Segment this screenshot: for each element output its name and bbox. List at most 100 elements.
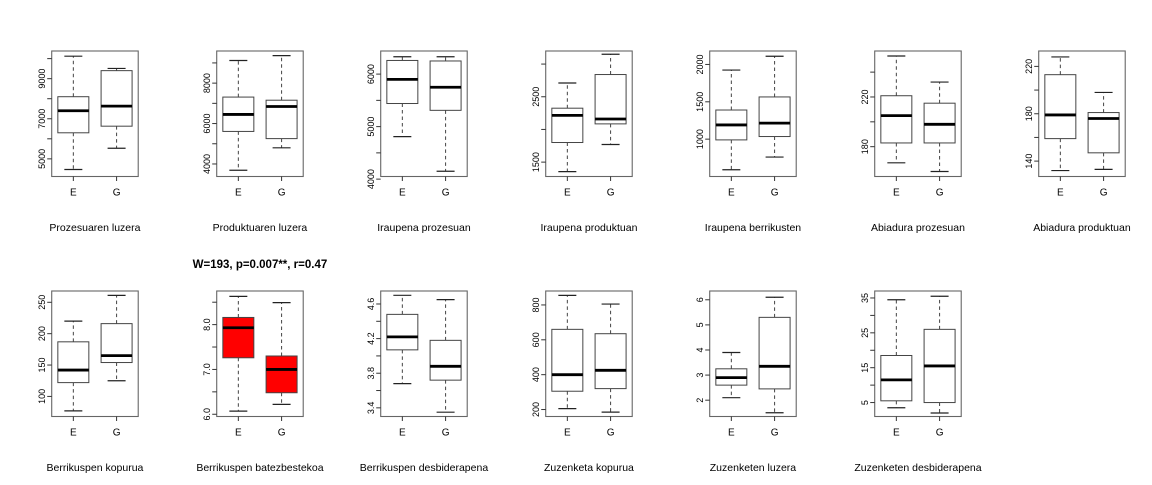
boxplot-svg-zuzenketa-kopurua: 200 400 600 800 E G Zuzenketa kopurua bbox=[531, 290, 634, 474]
subplot-title: Produktuaren luzera bbox=[213, 222, 308, 234]
y-tick-label: 800 bbox=[531, 297, 541, 312]
plot-frame bbox=[216, 50, 304, 178]
box-G bbox=[758, 96, 791, 138]
box-E bbox=[880, 354, 913, 402]
box-E bbox=[222, 316, 255, 359]
y-tick-label: 8000 bbox=[202, 73, 212, 93]
subplot-abiadura-prozesuan: 180 220 E G Abiadura prozesuan bbox=[823, 0, 988, 240]
subplot-title: Zuzenketen luzera bbox=[710, 462, 797, 474]
subplot-title: Zuzenketa kopurua bbox=[544, 462, 634, 474]
y-tick-label: 6000 bbox=[366, 64, 376, 84]
y-tick-label: 140 bbox=[1024, 154, 1034, 169]
y-tick-label: 4.6 bbox=[366, 298, 376, 311]
group-label-E: E bbox=[235, 188, 242, 199]
subplot-berrikuspen-kopurua: 100 150 200 250 E G Berrikuspen kopurua bbox=[0, 240, 165, 480]
y-tick-label: 7.0 bbox=[202, 363, 212, 376]
boxplot-svg-zuzenketen-desbiderapena: 5 15 25 35 E G Zuzenketen desbiderapena bbox=[854, 290, 982, 474]
y-tick-label: 2 bbox=[695, 398, 705, 403]
boxplot-svg-zuzenketen-luzera: 2 3 4 5 6 E G Zuzenketen luzera bbox=[695, 290, 797, 474]
y-tick-label: 4000 bbox=[366, 169, 376, 189]
group-label-E: E bbox=[1057, 188, 1064, 199]
group-label-G: G bbox=[113, 428, 121, 439]
y-tick-label: 1000 bbox=[695, 129, 705, 149]
plot-frame bbox=[874, 290, 962, 418]
y-tick-label: 200 bbox=[531, 402, 541, 417]
y-tick-label: 7000 bbox=[37, 109, 47, 129]
y-tick-label: 600 bbox=[531, 332, 541, 347]
y-tick-label: 5 bbox=[860, 400, 870, 405]
y-tick-label: 220 bbox=[860, 89, 870, 104]
y-tick-label: 200 bbox=[37, 326, 47, 341]
plot-frame bbox=[709, 50, 797, 178]
group-label-E: E bbox=[70, 188, 77, 199]
subplot-produktuaren-luzera: 4000 6000 8000 E G Produktuaren luzera bbox=[165, 0, 330, 240]
subplot-iraupena-prozesuan: 4000 5000 6000 E G Iraupena prozesuan bbox=[329, 0, 494, 240]
y-tick-label: 4 bbox=[695, 347, 705, 352]
group-label-E: E bbox=[728, 188, 735, 199]
subplot-iraupena-produktuan: 1500 2500 E G Iraupena produktuan bbox=[494, 0, 659, 240]
box-G bbox=[758, 316, 791, 390]
y-tick-label: 1500 bbox=[531, 152, 541, 172]
group-label-E: E bbox=[70, 428, 77, 439]
group-label-E: E bbox=[399, 428, 406, 439]
plot-frame bbox=[380, 50, 468, 178]
y-tick-label: 5 bbox=[695, 322, 705, 327]
y-tick-label: 9000 bbox=[37, 69, 47, 89]
plot-frame bbox=[545, 290, 633, 418]
y-tick-label: 3.4 bbox=[366, 402, 376, 415]
subplot-title: Prozesuaren luzera bbox=[49, 222, 140, 234]
subplot-title: Zuzenketen desbiderapena bbox=[854, 462, 981, 474]
subplot-berrikuspen-desbiderapena: 3.4 3.8 4.2 4.6 E G Berrikuspen desbiderapena bbox=[329, 240, 494, 480]
plot-frame bbox=[380, 290, 468, 418]
y-tick-label: 6000 bbox=[202, 114, 212, 134]
y-tick-label: 3 bbox=[695, 373, 705, 378]
y-tick-label: 25 bbox=[860, 328, 870, 338]
group-label-G: G bbox=[936, 428, 944, 439]
y-tick-label: 6.0 bbox=[202, 408, 212, 421]
y-tick-label: 5000 bbox=[37, 149, 47, 169]
box-G bbox=[594, 74, 627, 125]
boxplot-svg-iraupena-berrikusten: 1000 1500 2000 E G Iraupena berrikusten bbox=[695, 50, 801, 234]
boxplot-svg-berrikuspen-desbiderapena: 3.4 3.8 4.2 4.6 E G Berrikuspen desbiderapena bbox=[360, 290, 488, 474]
group-label-G: G bbox=[113, 188, 121, 199]
group-label-E: E bbox=[564, 428, 571, 439]
group-label-G: G bbox=[936, 188, 944, 199]
group-label-G: G bbox=[442, 188, 450, 199]
box-E bbox=[551, 328, 584, 392]
subplot-title: Abiadura produktuan bbox=[1033, 222, 1131, 234]
group-label-G: G bbox=[1100, 188, 1108, 199]
box-E bbox=[57, 341, 90, 384]
plot-frame bbox=[545, 50, 633, 178]
plot-frame bbox=[51, 290, 139, 418]
plot-frame bbox=[51, 50, 139, 178]
group-label-G: G bbox=[771, 188, 779, 199]
box-E bbox=[880, 95, 913, 144]
y-tick-label: 8.0 bbox=[202, 318, 212, 331]
boxplot-svg-berrikuspen-batezbestekoa: 6.0 7.0 8.0 E G Berrikuspen batezbestekoa W=19… bbox=[193, 259, 328, 474]
box-G bbox=[265, 355, 298, 394]
y-tick-label: 250 bbox=[37, 295, 47, 310]
y-tick-label: 2000 bbox=[695, 54, 705, 74]
stat-annotation: W=193, p=0.007**, r=0.47 bbox=[193, 259, 328, 271]
y-tick-label: 2500 bbox=[531, 87, 541, 107]
subplot-prozesuaren-luzera: 5000 7000 9000 E G Prozesuaren luzera bbox=[0, 0, 165, 240]
subplot-abiadura-produktuan: 140 180 220 E G Abiadura produktuan bbox=[987, 0, 1152, 240]
plot-frame bbox=[874, 50, 962, 178]
y-tick-label: 5000 bbox=[366, 117, 376, 137]
group-label-E: E bbox=[893, 428, 900, 439]
y-tick-label: 220 bbox=[1024, 59, 1034, 74]
group-label-E: E bbox=[235, 428, 242, 439]
y-tick-label: 4000 bbox=[202, 154, 212, 174]
boxplot-svg-abiadura-produktuan: 140 180 220 E G Abiadura produktuan bbox=[1024, 50, 1131, 234]
subplot-berrikuspen-batezbestekoa: 6.0 7.0 8.0 E G Berrikuspen batezbestekoa W=19… bbox=[165, 240, 330, 480]
y-tick-label: 400 bbox=[531, 367, 541, 382]
box-E bbox=[1044, 74, 1077, 140]
y-tick-label: 180 bbox=[1024, 106, 1034, 121]
plot-frame bbox=[216, 290, 304, 418]
boxplot-svg-abiadura-prozesuan: 180 220 E G Abiadura prozesuan bbox=[860, 50, 965, 234]
box-E bbox=[551, 107, 584, 144]
subplot-title: Berrikuspen kopurua bbox=[47, 462, 144, 474]
y-tick-label: 15 bbox=[860, 363, 870, 373]
box-E bbox=[386, 59, 419, 105]
